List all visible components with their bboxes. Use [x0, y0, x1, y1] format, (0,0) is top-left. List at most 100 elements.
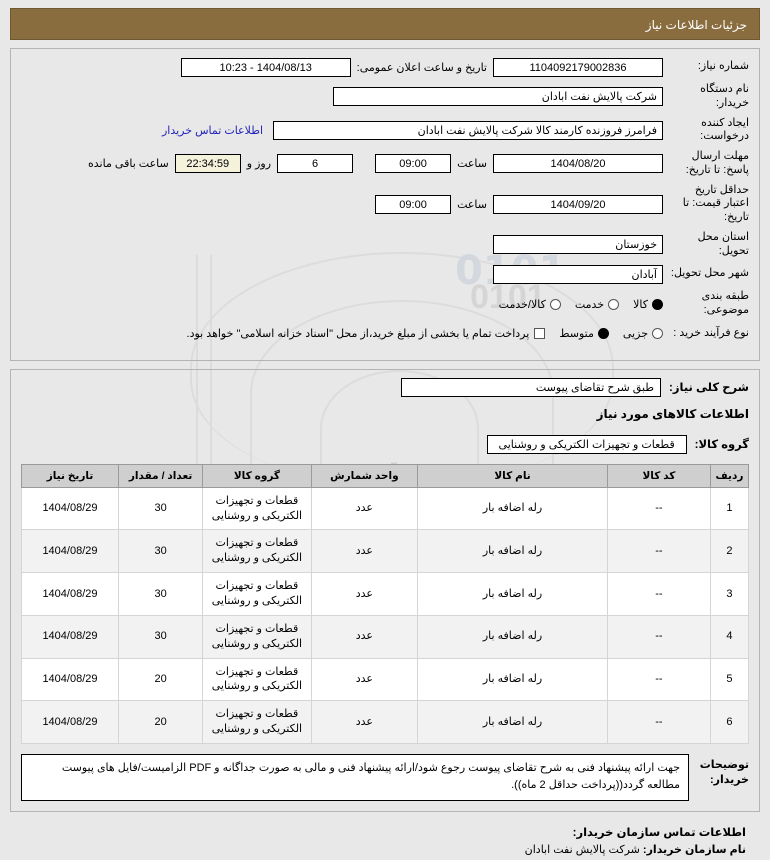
- purchase-type-radio-group: جزیی متوسط پرداخت تمام یا بخشی از مبلغ خ…: [173, 327, 663, 340]
- radio-icon-service[interactable]: [608, 298, 620, 310]
- days-and-label: روز و: [246, 158, 272, 171]
- td-item-name: رله اضافه بار: [417, 486, 608, 531]
- td-row-number: 6: [709, 700, 750, 744]
- td-row-number: 3: [709, 572, 750, 616]
- days-remaining-field: 6: [277, 154, 354, 174]
- category-option-goods[interactable]: کالا: [633, 298, 663, 311]
- td-quantity: 30: [117, 486, 204, 531]
- goods-group-label: گروه کالا:: [694, 439, 749, 452]
- table-row: 4 -- رله اضافه بار عدد قطعات و تجهیزات الکتر…: [21, 614, 750, 659]
- validity-hour-field[interactable]: 09:00: [375, 194, 452, 214]
- category-label: طبقه بندی موضوعی:: [701, 290, 749, 316]
- buyer-notes-text: جهت ارائه پیشنهاد فنی به شرح تقاضای پیوس…: [21, 753, 689, 802]
- td-unit: عدد: [310, 614, 419, 659]
- td-item-group: قطعات و تجهیزات الکتریکی و روشنایی: [202, 700, 312, 744]
- radio-icon-medium[interactable]: [597, 328, 609, 340]
- td-item-code: --: [606, 572, 711, 616]
- td-item-name: رله اضافه بار: [417, 700, 608, 744]
- row-need-number: شماره نیاز: 1104092179002836 تاریخ و ساع…: [21, 57, 749, 77]
- row-purchase-type: نوع فرآیند خرید : جزیی متوسط پرداخت تمام…: [21, 324, 749, 344]
- buyer-contact-link[interactable]: اطلاعات تماس خریدار: [161, 124, 263, 137]
- province-field[interactable]: خوزستان: [493, 235, 663, 254]
- goods-table-head: ردیف کد کالا نام کالا واحد شمارش گروه کا…: [21, 463, 750, 488]
- checkbox-icon-treasury-bond[interactable]: [534, 328, 546, 340]
- announce-datetime-field[interactable]: 1404/08/13 - 10:23: [180, 57, 351, 77]
- td-need-date: 1404/08/29: [21, 529, 119, 574]
- td-item-code: --: [606, 614, 711, 659]
- page-title: جزئیات اطلاعات نیاز: [645, 18, 747, 32]
- row-general-description: شرح کلی نیاز: طبق شرح تقاضای پیوست: [21, 377, 749, 397]
- row-province: استان محل تحویل: خوزستان: [21, 231, 749, 259]
- row-creator: ایجاد کننده درخواست: فرامرز فروزنده کارم…: [21, 117, 749, 145]
- td-quantity: 30: [117, 572, 204, 616]
- td-item-code: --: [606, 657, 711, 702]
- row-category: طبقه بندی موضوعی: کالا خدمت کالا/خدمت: [21, 290, 749, 318]
- province-label: استان محل تحویل:: [697, 230, 749, 257]
- row-buyer-org: نام دستگاه خریدار: شرکت پالایش نفت ابادا…: [21, 83, 749, 111]
- goods-group-field[interactable]: قطعات و تجهیزات الکتریکی و روشنایی: [486, 434, 687, 454]
- td-quantity: 20: [117, 700, 204, 744]
- td-unit: عدد: [310, 572, 419, 616]
- buyer-org-field[interactable]: شرکت پالایش نفت ابادان: [333, 87, 663, 107]
- treasury-bond-checkbox-option[interactable]: پرداخت تمام یا بخشی از مبلغ خرید،از محل …: [187, 327, 546, 340]
- creator-field[interactable]: فرامرز فروزنده کارمند کالا شرکت پالایش ن…: [273, 120, 663, 140]
- radio-icon-goods-service[interactable]: [549, 298, 561, 310]
- td-item-group: قطعات و تجهیزات الکتریکی و روشنایی: [202, 529, 312, 574]
- treasury-bond-note: پرداخت تمام یا بخشی از مبلغ خرید،از محل …: [186, 328, 530, 341]
- td-item-group: قطعات و تجهیزات الکتریکی و روشنایی: [202, 614, 312, 659]
- th-item-code: کد کالا: [606, 463, 711, 488]
- footer-org-line: نام سازمان خریدار: شرکت پالایش نفت ابادا…: [10, 842, 746, 860]
- goods-table-body: 1 -- رله اضافه بار عدد قطعات و تجهیزات الکتر…: [21, 486, 750, 744]
- category-option-goods-service-label: کالا/خدمت: [498, 298, 546, 311]
- row-goods-group: گروه کالا: قطعات و تجهیزات الکتریکی و رو…: [21, 434, 749, 454]
- purchase-option-minor[interactable]: جزیی: [623, 327, 663, 340]
- row-validity: حداقل تاریخ اعتبار قیمت: تا تاریخ: 1404/…: [21, 184, 749, 225]
- td-row-number: 2: [709, 529, 750, 574]
- td-unit: عدد: [310, 486, 419, 531]
- deadline-hour-field[interactable]: 09:00: [375, 154, 452, 174]
- table-row: 5 -- رله اضافه بار عدد قطعات و تجهیزات الکتر…: [21, 657, 750, 702]
- row-deadline: مهلت ارسال پاسخ: تا تاریخ: 1404/08/20 سا…: [21, 150, 749, 178]
- purchase-option-medium-label: متوسط: [559, 328, 594, 341]
- goods-info-heading: اطلاعات کالاهای مورد نیاز: [596, 406, 749, 421]
- city-label: شهر محل تحویل:: [670, 267, 749, 280]
- validity-date-field[interactable]: 1404/09/20: [493, 194, 663, 214]
- buyer-contact-footer: اطلاعات تماس سازمان خریدار: نام سازمان خ…: [10, 824, 760, 860]
- td-item-group: قطعات و تجهیزات الکتریکی و روشنایی: [202, 486, 312, 531]
- need-number-field[interactable]: 1104092179002836: [493, 57, 663, 77]
- radio-icon-goods[interactable]: [652, 298, 663, 310]
- purchase-option-medium[interactable]: متوسط: [559, 327, 609, 340]
- td-row-number: 1: [709, 486, 750, 531]
- footer-org-key: نام سازمان خریدار:: [642, 844, 746, 857]
- page-title-bar: جزئیات اطلاعات نیاز: [10, 8, 760, 40]
- announce-label: تاریخ و ساعت اعلان عمومی:: [356, 61, 487, 74]
- countdown-label: ساعت باقی مانده: [88, 158, 169, 171]
- footer-heading: اطلاعات تماس سازمان خریدار:: [572, 827, 746, 840]
- goods-panel: شرح کلی نیاز: طبق شرح تقاضای پیوست اطلاع…: [10, 368, 760, 813]
- th-row-number: ردیف: [709, 463, 750, 488]
- city-field[interactable]: آبادان: [493, 264, 663, 284]
- td-item-name: رله اضافه بار: [417, 529, 608, 574]
- countdown-timer-field: 22:34:59: [174, 154, 241, 174]
- category-option-service-label: خدمت: [574, 298, 605, 311]
- deadline-label: مهلت ارسال پاسخ: تا تاریخ:: [685, 150, 749, 176]
- td-need-date: 1404/08/29: [21, 486, 119, 531]
- td-need-date: 1404/08/29: [21, 700, 119, 744]
- category-option-service[interactable]: خدمت: [574, 298, 620, 311]
- category-radio-group: کالا خدمت کالا/خدمت: [485, 298, 663, 311]
- general-description-field[interactable]: طبق شرح تقاضای پیوست: [401, 377, 662, 397]
- th-need-date: تاریخ نیاز: [21, 463, 119, 488]
- td-item-code: --: [606, 529, 711, 574]
- radio-icon-minor[interactable]: [652, 328, 663, 340]
- purchase-option-minor-label: جزیی: [622, 328, 648, 341]
- td-item-name: رله اضافه بار: [417, 614, 608, 659]
- validity-hour-label: ساعت: [457, 198, 487, 211]
- purchase-type-label: نوع فرآیند خرید :: [673, 326, 749, 339]
- td-unit: عدد: [310, 529, 419, 574]
- goods-table: ردیف کد کالا نام کالا واحد شمارش گروه کا…: [21, 463, 750, 744]
- deadline-date-field[interactable]: 1404/08/20: [493, 154, 663, 174]
- category-option-goods-service[interactable]: کالا/خدمت: [499, 298, 561, 311]
- buyer-org-label: نام دستگاه خریدار:: [700, 83, 749, 109]
- td-need-date: 1404/08/29: [21, 614, 119, 659]
